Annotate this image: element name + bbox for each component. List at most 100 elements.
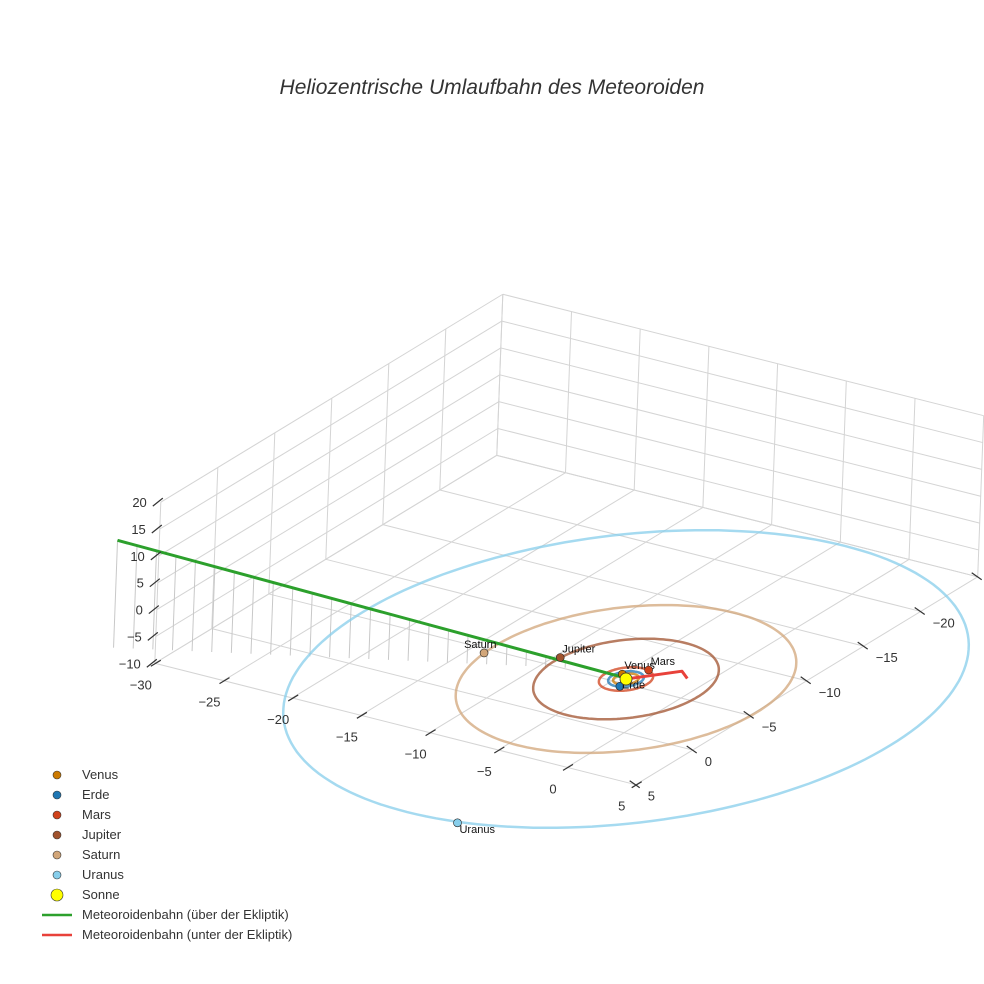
back-wall-grid-line <box>497 428 979 551</box>
x-tick-mark <box>631 781 643 789</box>
legend-item[interactable]: Meteoroidenbahn (über der Ekliptik) <box>42 907 289 922</box>
z-tick-label: 5 <box>137 576 144 591</box>
legend-label: Meteoroidenbahn (über der Ekliptik) <box>82 907 289 922</box>
y-tick-label: −20 <box>933 615 955 630</box>
box-walls <box>154 293 984 786</box>
planet-saturn-marker <box>479 648 489 658</box>
x-tick-mark <box>493 746 505 754</box>
trajectory-drop-line <box>132 545 138 649</box>
left-wall-grid-line <box>157 374 501 584</box>
x-tick-label: −5 <box>477 764 492 779</box>
x-tick-mark <box>150 659 162 667</box>
back-wall-grid-line <box>500 347 982 470</box>
back-wall-grid-line <box>502 293 984 417</box>
legend-item[interactable]: Venus <box>52 767 119 782</box>
legend-label: Erde <box>82 787 109 802</box>
legend-label: Saturn <box>82 847 120 862</box>
trajectory-drop-line <box>250 577 255 654</box>
trajectory-below-ecliptic <box>625 669 689 681</box>
floor-grid-line <box>382 524 864 647</box>
trajectory-drop-lines <box>113 540 586 669</box>
legend-item[interactable]: Meteoroidenbahn (unter der Ekliptik) <box>42 927 292 942</box>
z-tick-label: −10 <box>119 656 141 671</box>
trajectory-drop-line <box>466 635 469 664</box>
legend-item[interactable]: Jupiter <box>52 827 122 842</box>
chart-title: Heliozentrische Umlaufbahn des Meteoroid… <box>280 76 705 99</box>
trajectory-drop-line <box>427 624 430 662</box>
legend-item[interactable]: Uranus <box>52 867 124 882</box>
orbit-saturn <box>454 603 798 755</box>
floor-grid-line <box>211 628 693 751</box>
x-tick-label: 5 <box>618 799 625 814</box>
z-tick-mark <box>152 497 164 507</box>
x-tick-label: 0 <box>549 781 556 796</box>
back-wall-grid-line <box>498 401 980 524</box>
floor-grid-line <box>439 489 921 612</box>
floor-grid-line <box>154 662 636 786</box>
z-tick-label: 20 <box>132 495 146 510</box>
legend-label: Venus <box>82 767 119 782</box>
y-tick-label: 0 <box>705 754 712 769</box>
trajectory-drop-line <box>309 593 313 657</box>
back-wall-grid-line <box>499 374 981 497</box>
x-tick-label: −25 <box>198 695 220 710</box>
legend-marker <box>52 850 62 860</box>
y-tick-mark <box>629 780 641 789</box>
floor-grid-line <box>325 558 807 682</box>
planet-mars-marker <box>644 665 653 675</box>
trajectory-drop-line <box>152 550 157 650</box>
y-tick-mark <box>686 745 698 754</box>
y-tick-mark <box>857 641 869 650</box>
legend-label: Meteoroidenbahn (unter der Ekliptik) <box>82 927 292 942</box>
y-tick-mark <box>800 676 812 685</box>
back-wall-grid-line <box>496 454 978 578</box>
x-tick-mark <box>562 763 574 771</box>
trajectory-drop-line <box>211 566 216 653</box>
legend-item[interactable]: Sonne <box>50 887 120 902</box>
legend-label: Jupiter <box>82 827 122 842</box>
left-wall-grid-line <box>154 454 498 664</box>
legend-marker <box>52 830 62 840</box>
z-tick-label: 10 <box>130 549 144 564</box>
z-tick-label: −5 <box>127 629 142 644</box>
z-tick-mark <box>146 658 158 668</box>
left-wall-grid-line <box>158 347 502 557</box>
legend-item[interactable]: Mars <box>52 807 111 822</box>
planet-uranus-label: Uranus <box>459 824 495 836</box>
trajectory-drop-line <box>407 619 411 661</box>
legend-marker <box>52 870 62 880</box>
y-tick-label: −15 <box>876 650 898 665</box>
x-tick-label: −15 <box>336 729 358 744</box>
trajectory-drop-line <box>446 630 450 663</box>
trajectory-drop-line <box>171 556 177 651</box>
trajectory-drop-line <box>230 571 235 653</box>
y-tick-mark <box>914 606 926 615</box>
legend-label: Mars <box>82 807 111 822</box>
legend[interactable]: Venus Erde Mars Jupiter Saturn Uranus Sonne Met… <box>42 767 292 942</box>
legend-item[interactable]: Erde <box>52 787 109 802</box>
z-tick-label: 15 <box>131 522 145 537</box>
legend-label: Uranus <box>82 867 124 882</box>
trajectory-drop-line <box>191 561 196 652</box>
meteoroid-trajectories <box>117 538 689 681</box>
trajectory-drop-line <box>525 651 527 666</box>
x-tick-mark <box>356 711 368 719</box>
trajectory-drop-line <box>329 598 333 658</box>
z-tick-mark <box>148 605 160 615</box>
y-tick-mark <box>971 572 983 581</box>
legend-label: Sonne <box>82 887 120 902</box>
axis-tick-labels: −30−25−20−15−10−505−25−20−15−10−505−10−5… <box>119 495 983 814</box>
legend-marker <box>52 810 62 820</box>
floor-grid-line <box>268 593 750 716</box>
planet-jupiter-marker <box>555 653 565 662</box>
trajectory-drop-line <box>113 540 119 648</box>
z-tick-label: 0 <box>136 603 143 618</box>
left-wall-grid-line <box>160 293 504 503</box>
legend-item[interactable]: Saturn <box>52 847 120 862</box>
planet-uranus-marker <box>453 818 462 828</box>
trajectory-drop-line <box>368 608 372 660</box>
y-tick-mark <box>743 710 755 719</box>
sun-marker <box>619 672 633 686</box>
back-wall-grid-line <box>501 320 983 444</box>
